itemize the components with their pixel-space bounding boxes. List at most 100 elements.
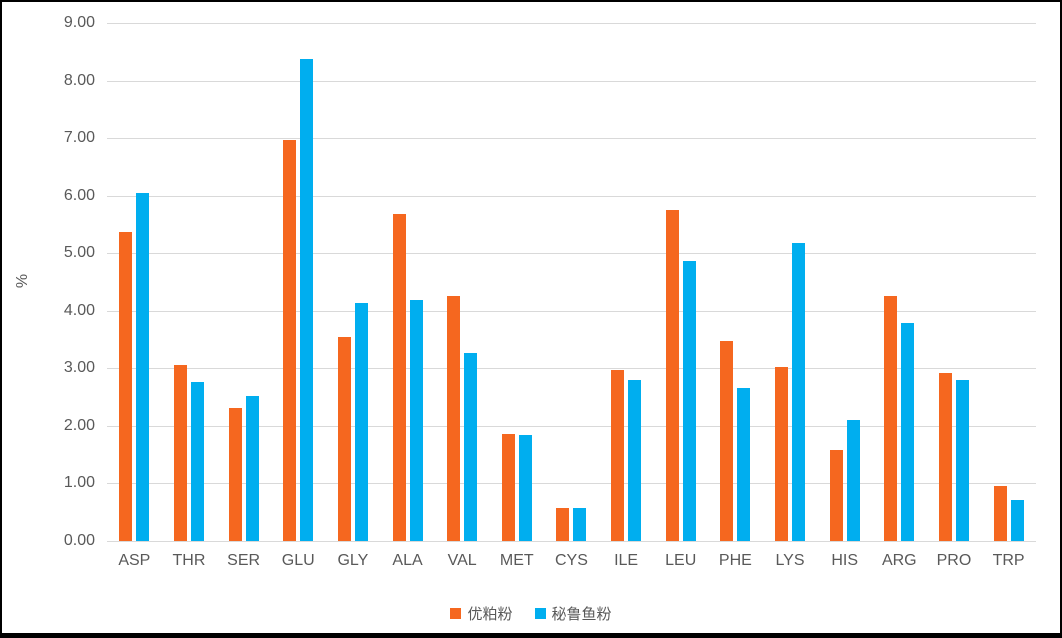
bar-TRP-series-0 (993, 485, 1007, 541)
bar-LYS-series-1 (792, 243, 805, 541)
gridline-2.00 (107, 425, 1036, 427)
bar-PRO-series-0 (938, 372, 952, 541)
x-category-label-ILE: ILE (614, 552, 639, 569)
legend-label: 优粕粉 (467, 606, 513, 623)
bar-LEU-series-1 (682, 261, 696, 541)
x-category-label-HIS: HIS (831, 552, 858, 569)
bar-SER-series-1 (245, 395, 259, 541)
bar-THR-series-0 (173, 364, 187, 541)
bar-GLU-series-1 (300, 59, 314, 541)
bar-group-GLY (326, 23, 381, 541)
bar-PHE-series-1 (737, 387, 751, 541)
x-category-label-ASP: ASP (118, 552, 151, 569)
legend-swatch-icon (534, 608, 546, 619)
bar-CYS-series-1 (573, 508, 587, 541)
bar-SER-series-0 (228, 408, 242, 541)
x-category-label-LEU: LEU (665, 552, 697, 569)
bar-THR-series-1 (190, 382, 204, 541)
bar-ALA-series-0 (392, 214, 406, 541)
y-tick-label-8.00: 8.00 (63, 71, 95, 89)
x-category-label-ARG: ARG (881, 552, 917, 569)
x-category-label-PRO: PRO (936, 552, 972, 569)
bar-VAL-series-1 (464, 352, 478, 541)
y-tick-label-4.00: 4.00 (63, 301, 95, 319)
legend-swatch-icon (450, 608, 462, 619)
bar-VAL-series-0 (447, 295, 461, 541)
gridline-1.00 (107, 483, 1036, 485)
gridline-7.00 (107, 138, 1036, 140)
gridline-6.00 (107, 195, 1036, 197)
bar-group-PHE (708, 23, 763, 541)
bar-ARG-series-0 (884, 295, 898, 541)
x-category-label-LYS: LYS (775, 552, 805, 569)
bar-ALA-series-1 (409, 299, 423, 541)
bar-ILE-series-0 (611, 369, 625, 541)
bar-ARG-series-1 (901, 322, 915, 541)
y-tick-label-1.00: 1.00 (63, 474, 95, 492)
x-category-label-SER: SER (227, 552, 261, 569)
gridline-0.00 (107, 541, 1036, 542)
bar-group-ALA (380, 23, 435, 541)
bar-PHE-series-0 (720, 341, 734, 541)
legend: 优粕粉 秘鲁鱼粉 (2, 603, 1060, 624)
bar-group-ASP (107, 23, 162, 541)
x-axis-category-labels: ASP THR SER GLU GLY ALA VAL MET CYS ILE LEU PHE LYS H… (107, 552, 1036, 570)
gridline-8.00 (107, 80, 1036, 82)
bar-group-LYS (763, 23, 818, 541)
x-category-label-VAL: VAL (447, 552, 477, 569)
bar-group-PRO (927, 23, 982, 541)
bar-group-MET (489, 23, 544, 541)
x-category-label-THR: THR (172, 552, 206, 569)
x-category-label-GLU: GLU (281, 552, 315, 569)
y-tick-label-3.00: 3.00 (63, 359, 95, 377)
y-tick-label-7.00: 7.00 (63, 129, 95, 147)
bar-GLY-series-1 (354, 302, 368, 541)
bar-group-CYS (544, 23, 599, 541)
bar-group-THR (162, 23, 217, 541)
bar-MET-series-1 (518, 434, 532, 541)
bar-CYS-series-0 (556, 508, 570, 541)
y-tick-label-2.00: 2.00 (63, 416, 95, 434)
bar-group-LEU (653, 23, 708, 541)
bars-container (107, 23, 1036, 541)
bar-group-SER (216, 23, 271, 541)
bar-ASP-series-1 (136, 193, 150, 541)
legend-item-1: 秘鲁鱼粉 (534, 603, 612, 624)
legend-label: 秘鲁鱼粉 (551, 606, 612, 623)
legend-item-0: 优粕粉 (450, 603, 513, 624)
bar-PRO-series-1 (955, 379, 969, 541)
bar-group-ARG (872, 23, 927, 541)
bar-HIS-series-0 (829, 450, 843, 541)
gridline-5.00 (107, 253, 1036, 255)
y-tick-label-0.00: 0.00 (63, 532, 95, 549)
y-tick-label-5.00: 5.00 (63, 244, 95, 262)
bar-GLU-series-0 (283, 139, 297, 541)
bar-MET-series-0 (501, 433, 515, 541)
gridline-3.00 (107, 368, 1036, 370)
y-tick-label-9.00: 9.00 (63, 14, 95, 31)
plot-area (107, 23, 1036, 542)
bar-group-ILE (599, 23, 654, 541)
bar-LYS-series-0 (775, 367, 788, 541)
bar-LEU-series-0 (665, 210, 679, 541)
x-category-label-TRP: TRP (992, 552, 1025, 569)
bar-ASP-series-0 (119, 231, 133, 541)
bar-GLY-series-0 (337, 336, 351, 541)
bar-ILE-series-1 (628, 380, 642, 541)
x-category-label-MET: MET (499, 552, 534, 569)
x-category-label-PHE: PHE (718, 552, 752, 569)
bar-HIS-series-1 (846, 420, 860, 541)
bar-group-VAL (435, 23, 490, 541)
gridline-9.00 (107, 23, 1036, 24)
gridline-4.00 (107, 310, 1036, 312)
y-axis-tick-labels: 0.00 1.00 2.00 3.00 4.00 5.00 6.00 7.00 8.00 9.00 (2, 2, 95, 562)
x-category-label-CYS: CYS (554, 552, 588, 569)
y-axis-title: % (14, 273, 32, 289)
bar-group-HIS (817, 23, 872, 541)
x-category-label-ALA: ALA (392, 552, 423, 569)
y-tick-label-6.00: 6.00 (63, 186, 95, 204)
bar-group-TRP (981, 23, 1036, 541)
bar-group-GLU (271, 23, 326, 541)
bar-TRP-series-1 (1010, 499, 1024, 541)
